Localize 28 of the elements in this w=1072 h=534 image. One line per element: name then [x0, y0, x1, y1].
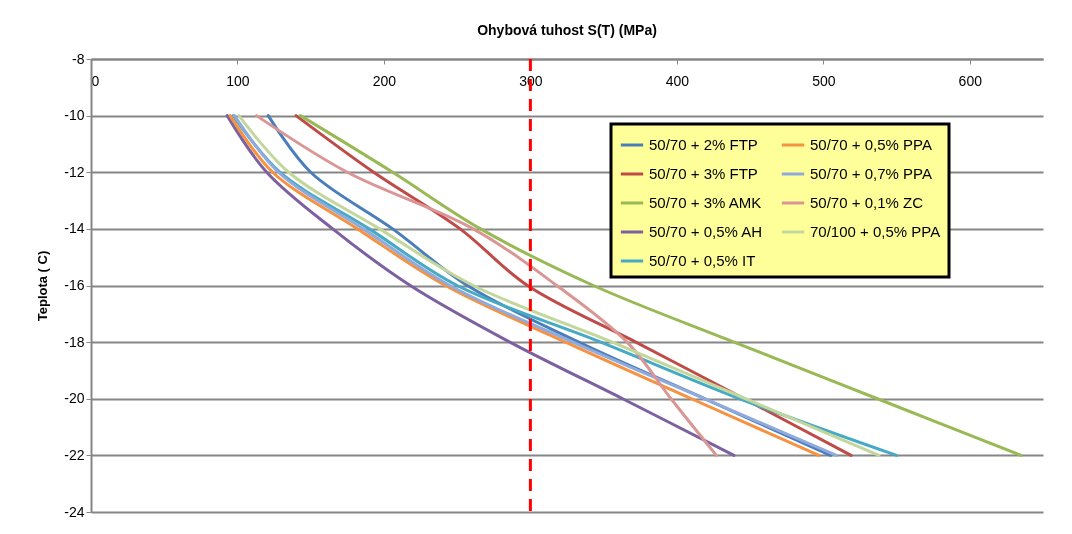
legend-label: 50/70 + 0,5% IT	[649, 252, 756, 269]
y-tick-label: -14	[64, 220, 85, 237]
legend-label: 50/70 + 0,1% ZC	[810, 194, 924, 211]
x-tick-label: 0	[91, 72, 100, 89]
y-tick-label: -8	[72, 50, 85, 67]
y-tick-label: -22	[64, 446, 85, 463]
y-tick-label: -10	[64, 107, 85, 124]
legend-label: 50/70 + 2% FTP	[649, 136, 758, 153]
y-tick-label: -16	[64, 277, 85, 293]
x-tick-label: 100	[226, 72, 250, 89]
legend-label: 50/70 + 3% FTP	[649, 165, 758, 182]
x-tick-label: 600	[958, 72, 983, 89]
y-tick-label: -18	[64, 333, 85, 350]
line-series	[298, 114, 1023, 457]
legend-label: 50/70 + 0,5% PPA	[810, 136, 932, 153]
x-tick-label: 500	[812, 72, 836, 89]
y-tick-label: -20	[64, 390, 85, 407]
legend-label: 70/100 + 0,5% PPA	[810, 223, 941, 240]
legend-label: 50/70 + 0,5% AH	[649, 223, 762, 240]
legend-label: 50/70 + 3% AMK	[649, 194, 762, 211]
y-axis-title: Teplota ( C)	[35, 250, 51, 322]
y-tick-label: -24	[64, 503, 85, 520]
legend-label: 50/70 + 0,7% PPA	[810, 165, 932, 182]
x-tick-label: 300	[519, 72, 543, 89]
x-tick-label: 200	[372, 72, 397, 89]
y-tick-label: -12	[64, 163, 85, 180]
x-tick-label: 400	[665, 72, 690, 89]
chart-title: Ohybová tuhost S(T) (MPa)	[477, 22, 657, 38]
